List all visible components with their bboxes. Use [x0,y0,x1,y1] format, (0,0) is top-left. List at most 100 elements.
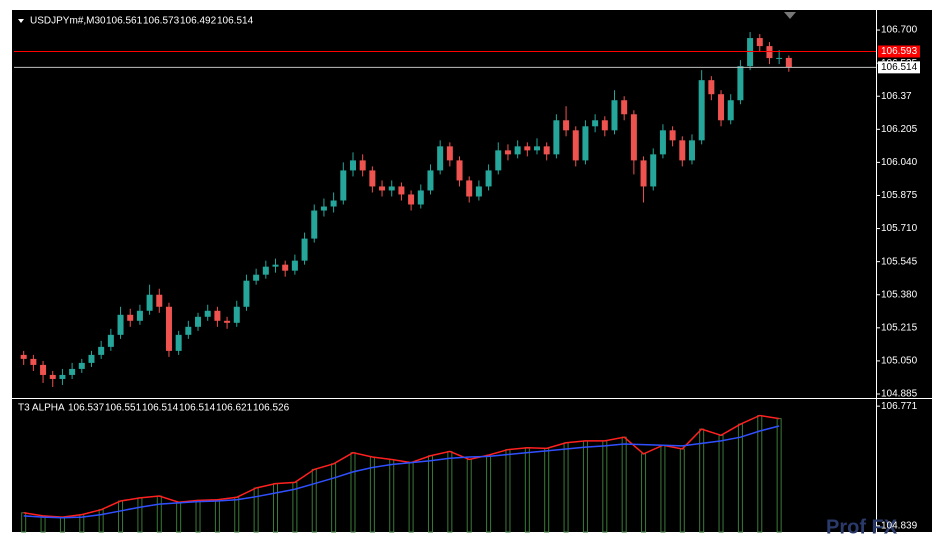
candle-body [756,38,763,47]
candle-body [669,130,676,141]
indicator-line [23,425,780,519]
candle-body [718,94,725,121]
candle-body [262,266,269,275]
candle-body [485,170,492,187]
candle-body [330,200,337,207]
indicator-line [23,414,780,518]
candle-body [195,316,202,327]
header-value: 106.551 [105,403,142,414]
candle-body [621,100,628,115]
candle-body [301,238,308,261]
candle-body [766,46,773,59]
candle-body [446,146,453,161]
y-tick-label: 105.380 [881,289,918,300]
header-value: 106.526 [253,403,290,414]
header-value: 106.561 [106,16,143,27]
y-tick-label: 105.215 [881,322,918,333]
candle-body [737,66,744,101]
y-tick-label: 105.875 [881,190,918,201]
candle-body [253,274,260,281]
candle-body [98,346,105,355]
header-value: 106.537 [68,403,105,414]
candle-body [243,280,250,307]
candle-body [601,120,608,131]
candle-body [611,100,618,131]
candle-body [379,186,386,191]
chart-background [12,10,876,532]
candle-body [659,130,666,155]
header-value: 106.492 [180,16,217,27]
candle-body [727,100,734,121]
y-tick-label: 106.771 [881,401,918,412]
candle-body [369,170,376,187]
candle-body [272,264,279,267]
candle-body [59,374,66,379]
candle-body [340,170,347,201]
candle-body [282,264,289,271]
candle-body [427,170,434,191]
candle-body [291,260,298,271]
candle-body [553,120,560,155]
candle-body [20,354,27,359]
candle-body [224,320,231,323]
y-tick-label: 105.050 [881,356,918,367]
candle-body [534,146,541,151]
y-tick-label: 106.37 [881,91,912,102]
candle-body [466,180,473,197]
header-value: 106.573 [143,16,180,27]
candle-body [543,146,550,155]
candle-body [776,57,783,59]
y-tick-label: 105.710 [881,223,918,234]
candle-body [88,354,95,363]
candle-body [630,114,637,161]
y-tick-label: 106.700 [881,25,918,36]
candle-body [175,334,182,351]
shift-marker [784,12,796,19]
candle-body [572,130,579,161]
candle-body [388,186,395,191]
candle-body [127,314,134,321]
candle-body [349,160,356,171]
candle-body [30,358,37,365]
candle-body [69,368,76,375]
candle-body [475,186,482,197]
menu-arrow[interactable] [18,19,24,23]
price-label: 106.593 [881,46,918,57]
candle-body [165,306,172,351]
candle-body [78,362,85,369]
y-tick-label: 104.885 [881,389,918,400]
header-value: 106.621 [216,403,253,414]
candle-body [582,126,589,161]
header-value: 106.514 [179,403,216,414]
candle-body [747,38,754,67]
candle-body [592,120,599,127]
candle-body [456,160,463,181]
price-label: 106.514 [881,62,918,73]
candle-body [417,190,424,205]
candle-body [40,364,47,375]
candle-body [679,140,686,161]
candle-body [785,57,792,68]
candle-body [107,334,114,347]
candle-body [698,80,705,141]
candle-body [320,206,327,211]
candle-body [524,146,531,151]
watermark: Prof FX [826,516,898,538]
candle-body [117,314,124,335]
candle-body [708,80,715,95]
candle-body [563,120,570,131]
candle-body [49,374,56,379]
candle-body [233,306,240,323]
y-tick-label: 106.205 [881,124,918,135]
candle-body [359,160,366,171]
candle-body [311,210,318,239]
price-label-box [878,61,920,74]
y-tick-label: 104.839 [881,521,918,532]
candle-body [204,310,211,317]
candle-body [504,150,511,155]
y-tick-label: 105.545 [881,256,918,267]
indicator-title: T3 ALPHA [18,403,65,414]
candle-body [495,150,502,171]
y-tick-label: 106.040 [881,157,918,168]
